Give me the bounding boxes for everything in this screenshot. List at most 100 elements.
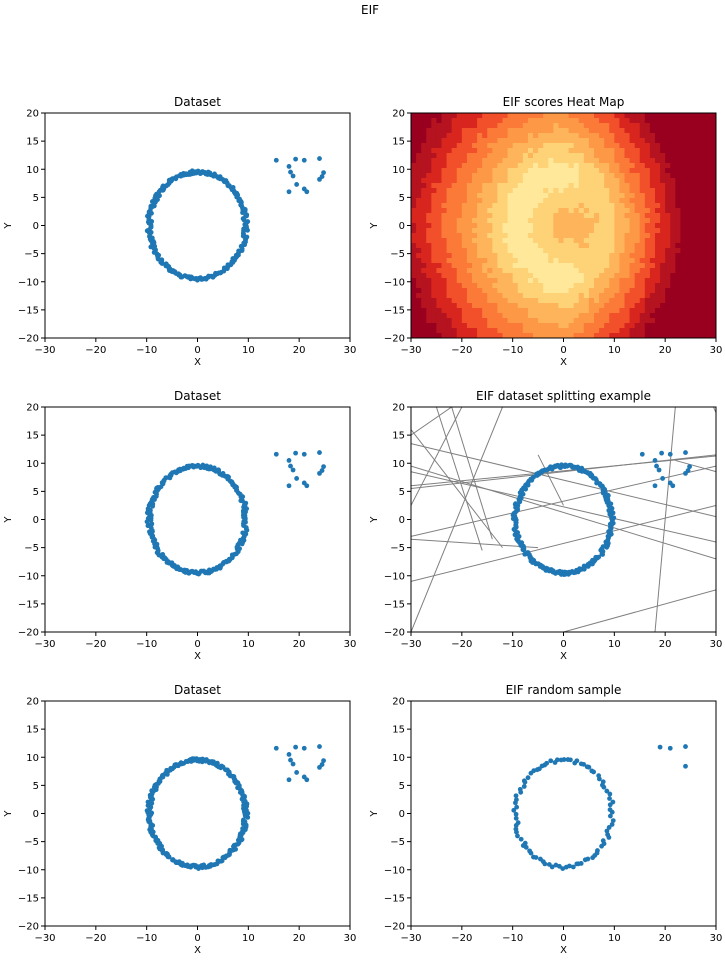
ring-point: [521, 784, 527, 789]
heat-cell: [517, 323, 524, 329]
heat-cell: [675, 113, 682, 119]
heat-cell: [416, 248, 422, 254]
heat-cell: [705, 268, 712, 274]
heat-cell: [431, 228, 438, 234]
heat-cell: [472, 278, 478, 284]
heat-cell: [502, 268, 509, 274]
heat-cell: [680, 148, 687, 154]
heat-cell: [411, 133, 417, 139]
heat-cell: [680, 293, 687, 299]
heat-cell: [507, 158, 514, 164]
heat-cell: [655, 278, 661, 284]
heat-cell: [710, 148, 716, 154]
heat-cell: [553, 163, 560, 169]
heat-cell: [497, 283, 504, 289]
heat-cell: [599, 183, 605, 189]
heat-cell: [614, 323, 621, 329]
heat-cell: [710, 173, 716, 179]
split-line: [411, 465, 716, 537]
heat-cell: [411, 258, 417, 264]
heat-cell: [629, 253, 636, 259]
heat-cell: [665, 218, 671, 224]
y-tick-label: −10: [384, 865, 405, 876]
heat-cell: [431, 328, 438, 334]
heat-cell: [533, 208, 539, 214]
heat-cell: [431, 133, 438, 139]
heat-cell: [685, 213, 692, 219]
ring-point: [610, 799, 616, 805]
heat-cell: [482, 318, 488, 324]
heat-cell: [675, 318, 682, 324]
heat-cell: [431, 223, 438, 229]
heat-cell: [578, 128, 585, 134]
heat-cell: [411, 203, 417, 209]
heat-cell: [680, 283, 687, 289]
heat-cell: [522, 253, 529, 259]
x-tick-label: 30: [710, 933, 723, 944]
heat-cell: [416, 243, 422, 249]
ring-point: [607, 791, 613, 797]
heat-cell: [624, 318, 631, 324]
heat-cell: [660, 268, 666, 274]
heat-cell: [472, 133, 478, 139]
heat-cell: [487, 148, 493, 154]
heat-cell: [426, 138, 432, 144]
heat-cell: [553, 253, 560, 259]
heat-cell: [624, 228, 631, 234]
ring-point: [244, 212, 250, 218]
heat-cell: [512, 178, 519, 184]
heat-cell: [675, 288, 682, 294]
heat-cell: [680, 208, 687, 214]
heat-cell: [461, 258, 468, 264]
heat-cell: [594, 143, 600, 149]
heat-cell: [497, 153, 504, 159]
heat-cell: [680, 328, 687, 334]
heat-cell: [512, 168, 519, 174]
heat-cell: [583, 213, 590, 219]
heat-cell: [588, 173, 595, 179]
heat-cell: [594, 113, 600, 119]
heat-cell: [563, 303, 570, 309]
heat-cell: [487, 193, 493, 199]
heat-cell: [507, 278, 514, 284]
heat-cell: [502, 213, 509, 219]
heat-cell: [421, 308, 427, 314]
heat-cell: [492, 308, 499, 314]
y-tick-label: −15: [18, 305, 39, 316]
heat-cell: [548, 143, 554, 149]
heat-cell: [639, 283, 646, 289]
heat-cell: [705, 163, 712, 169]
heat-cell: [599, 298, 605, 304]
heat-cell: [482, 208, 488, 214]
heat-cell: [700, 248, 707, 254]
outlier-point: [286, 752, 292, 757]
heat-cell: [472, 213, 478, 219]
heat-cell: [609, 248, 615, 254]
heat-cell: [588, 268, 595, 274]
heat-cell: [573, 133, 580, 139]
heat-cell: [700, 163, 707, 169]
heat-cell: [649, 163, 656, 169]
heat-cell: [685, 143, 692, 149]
heat-cell: [594, 193, 600, 199]
heat-cell: [619, 113, 626, 119]
heat-cell: [461, 118, 468, 124]
y-tick-label: 20: [392, 109, 405, 120]
heat-cell: [487, 298, 493, 304]
heat-cell: [416, 318, 422, 324]
heat-cell: [563, 178, 570, 184]
heat-cell: [563, 143, 570, 149]
heat-cell: [487, 223, 493, 229]
heat-cell: [675, 148, 682, 154]
heat-cell: [466, 153, 473, 159]
heat-cell: [533, 168, 539, 174]
heat-cell: [649, 133, 656, 139]
heat-cell: [634, 203, 641, 209]
heat-cell: [472, 293, 478, 299]
heat-cell: [487, 263, 493, 269]
heat-cell: [685, 268, 692, 274]
heat-cell: [497, 193, 504, 199]
heat-cell: [660, 138, 666, 144]
heat-cell: [563, 253, 570, 259]
heat-cell: [461, 123, 468, 129]
